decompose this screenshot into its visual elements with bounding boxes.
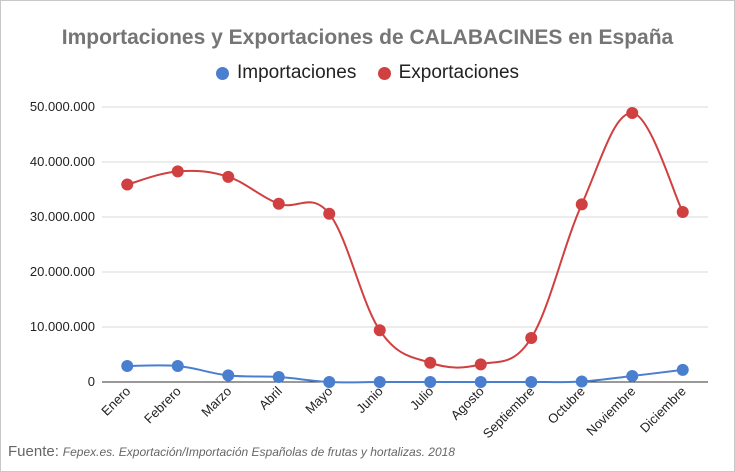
chart-title: Importaciones y Exportaciones de CALABAC… [61,26,674,49]
y-tick-label: 50.000.000 [30,99,95,114]
data-point-importaciones [575,375,588,388]
x-tick-label: Febrero [141,384,184,427]
x-tick-label: Octubre [545,384,588,427]
data-point-exportaciones [171,165,184,178]
data-point-importaciones [525,376,538,388]
x-tick-label: Diciembre [637,384,689,436]
data-point-importaciones [626,369,639,382]
data-point-exportaciones [222,170,235,183]
legend-item-importaciones: Importaciones [215,62,357,84]
data-point-importaciones [373,376,386,388]
data-point-exportaciones [626,107,639,120]
x-tick-label: Agosto [448,384,487,423]
y-tick-label: 30.000.000 [30,209,95,224]
data-point-exportaciones [474,358,487,371]
series-line-importaciones [127,364,683,384]
legend-label-exportaciones: Exportaciones [398,62,520,83]
legend-label-importaciones: Importaciones [236,62,357,83]
data-point-importaciones [424,376,437,388]
y-tick-label: 40.000.000 [30,154,95,169]
data-point-exportaciones [575,198,588,211]
data-point-importaciones [121,360,134,373]
data-point-importaciones [272,371,285,384]
data-point-importaciones [676,363,689,376]
y-tick-label: 20.000.000 [30,264,95,279]
chart-legend: Importaciones Exportaciones [0,62,735,86]
legend-marker-exportaciones [377,66,391,80]
data-point-exportaciones [121,178,134,191]
x-tick-label: Septiembre [480,384,538,442]
data-point-exportaciones [373,324,386,337]
legend-item-exportaciones: Exportaciones [377,62,520,84]
data-point-exportaciones [323,207,336,220]
source-label: Fuente: [8,443,59,460]
data-point-importaciones [222,369,235,382]
source-note: Fuente: Fepex.es. Exportación/Importació… [8,443,455,460]
source-text: Fepex.es. Exportación/Importación Españo… [62,445,455,459]
data-point-importaciones [474,376,487,388]
x-tick-label: Julio [407,384,437,414]
data-point-exportaciones [424,356,437,369]
x-tick-label: Marzo [198,384,234,420]
data-point-importaciones [171,360,184,373]
x-tick-label: Abril [256,383,285,412]
series-line-exportaciones [126,112,684,369]
y-tick-label: 10.000.000 [30,319,95,334]
y-tick-label: 0 [88,374,95,389]
legend-marker-importaciones [215,66,229,80]
data-point-exportaciones [676,206,689,219]
x-tick-label: Mayo [302,384,335,417]
data-point-importaciones [323,376,336,388]
x-tick-label: Enero [98,384,133,419]
data-point-exportaciones [272,197,285,210]
data-point-exportaciones [525,332,538,344]
x-tick-label: Junio [353,384,386,417]
x-tick-label: Noviembre [583,384,638,439]
